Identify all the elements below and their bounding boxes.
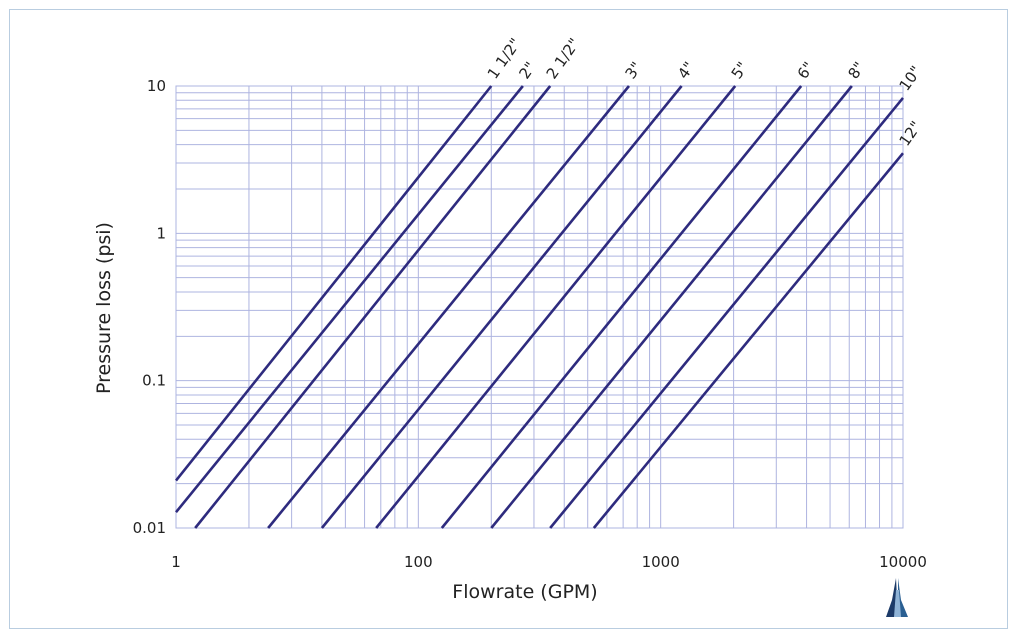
series-line	[375, 85, 737, 529]
x-tick-label: 10000	[879, 553, 927, 571]
x-tick-label: 1	[171, 553, 181, 571]
series-line	[267, 85, 630, 529]
y-axis-title: Pressure loss (psi)	[93, 222, 115, 394]
series-lines	[174, 85, 905, 529]
y-tick-label: 1	[156, 224, 166, 242]
y-tick-label: 0.01	[133, 519, 166, 537]
series-label: 6"	[794, 58, 818, 82]
series-label: 4"	[674, 58, 698, 82]
series-label: 2"	[515, 58, 539, 82]
series-line	[490, 85, 853, 529]
x-tick-labels: 1 100 1000 10000	[171, 553, 927, 571]
y-tick-labels: 0.01 0.1 1 10	[133, 77, 166, 537]
series-labels: 1 1/2"2" 2 1/2" 3" 4" 5" 6" 8" 10"12"	[484, 35, 925, 150]
x-tick-label: 100	[404, 553, 433, 571]
series-label: 2 1/2"	[543, 35, 584, 82]
series-line	[194, 85, 552, 529]
y-tick-label: 10	[147, 77, 166, 95]
brand-logo	[886, 578, 908, 617]
series-line	[174, 85, 493, 482]
plot-area-border	[175, 85, 904, 529]
series-line	[440, 85, 803, 529]
series-line	[592, 152, 905, 529]
series-label: 10"	[896, 63, 926, 95]
series-label: 3"	[622, 58, 646, 82]
y-tick-label: 0.1	[142, 372, 166, 390]
x-tick-label: 1000	[642, 553, 680, 571]
grid	[175, 86, 903, 529]
series-label: 5"	[728, 58, 752, 82]
series-line	[549, 97, 905, 529]
x-axis-title: Flowrate (GPM)	[452, 581, 597, 603]
series-line	[174, 85, 524, 514]
series-label: 8"	[844, 58, 868, 82]
plot-border	[175, 85, 904, 529]
series-line	[320, 85, 683, 529]
